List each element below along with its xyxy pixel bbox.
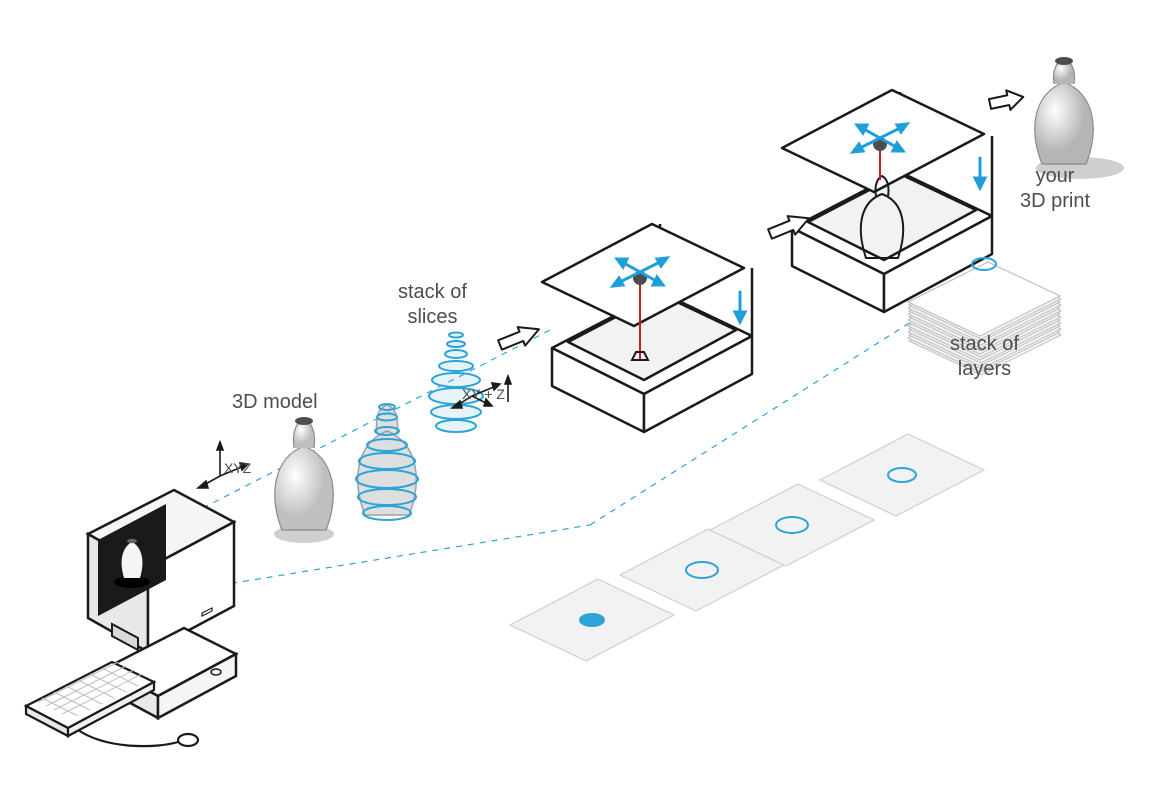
label-slices: stack of slices <box>398 280 467 330</box>
flow-arrows <box>0 0 1176 812</box>
label-3d-model: 3D model <box>232 390 318 415</box>
diagram-canvas: 3D model stack of slices XYZ XY + Z stac… <box>0 0 1176 812</box>
label-xy-z: XY + Z <box>462 386 505 404</box>
label-xyz: XYZ <box>224 460 251 478</box>
label-your-print: your 3D print <box>1020 164 1090 214</box>
label-layers: stack of layers <box>950 332 1019 382</box>
